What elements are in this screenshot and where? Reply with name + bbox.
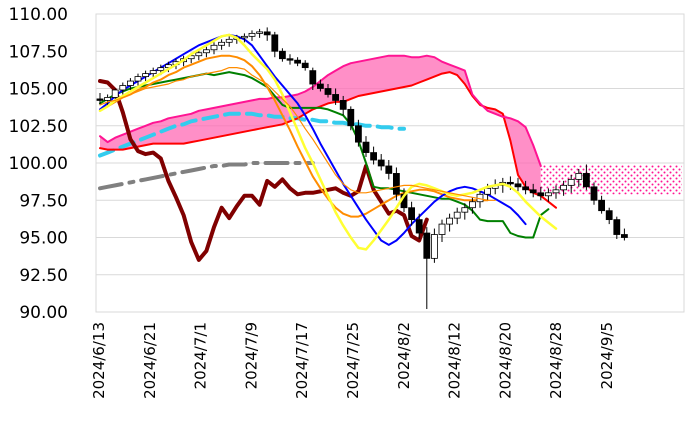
candle-body <box>309 70 317 85</box>
candle-body <box>423 232 431 259</box>
x-tick-label: 2024/7/9 <box>242 322 260 389</box>
candle-body <box>301 62 309 69</box>
candle-body <box>294 59 302 64</box>
y-tick-label: 102.50 <box>9 117 68 137</box>
candle-body <box>446 217 454 225</box>
candle-body <box>583 173 590 188</box>
candle-body <box>484 187 492 195</box>
x-tick-label: 2024/7/25 <box>344 322 362 399</box>
x-tick-label: 2024/8/12 <box>446 322 464 399</box>
candle-body <box>157 67 165 72</box>
candle-body <box>552 189 560 194</box>
candle-body <box>461 207 469 213</box>
candle-body <box>438 223 446 235</box>
candle-body <box>324 88 332 95</box>
indicator-lines-front <box>98 33 558 251</box>
candle-body <box>522 186 529 191</box>
candle-body <box>286 58 294 61</box>
ma-yellow-line <box>98 33 558 251</box>
candle-body <box>256 31 264 34</box>
x-tick-label: 2024/9/5 <box>598 322 616 389</box>
candle-body <box>567 178 575 186</box>
candle-body <box>605 210 613 221</box>
candle-body <box>149 70 157 75</box>
y-tick-label: 107.50 <box>9 42 68 62</box>
x-tick-label: 2024/7/17 <box>293 322 311 399</box>
x-tick-label: 2024/6/21 <box>141 322 159 399</box>
x-tick-label: 2024/7/1 <box>192 322 210 389</box>
y-tick-label: 105.00 <box>9 80 68 100</box>
ma-green-line <box>99 71 550 239</box>
candle-body <box>347 108 355 127</box>
candle-body <box>96 98 104 101</box>
candle-body <box>210 44 218 51</box>
candle-body <box>392 173 400 195</box>
candle-body <box>506 181 514 185</box>
candle-body <box>248 32 256 37</box>
span-b-line <box>99 71 557 209</box>
candle-body <box>529 189 537 194</box>
candle-body <box>560 184 567 191</box>
candle-body <box>385 165 393 174</box>
x-tick-label: 2024/8/28 <box>547 322 565 399</box>
candle-body <box>316 83 324 89</box>
candle-body <box>240 35 248 39</box>
candle-body <box>377 159 385 167</box>
candle-body <box>370 152 378 161</box>
conversion-line <box>99 33 527 246</box>
candle-body <box>332 94 340 101</box>
candle-body <box>514 183 522 188</box>
candle-body <box>430 234 438 259</box>
candle-body <box>575 173 583 180</box>
candle-body <box>195 52 203 57</box>
candle-body <box>218 41 226 46</box>
x-tick-label: 2024/8/20 <box>496 322 514 399</box>
candle-body <box>598 199 605 212</box>
ma-orange-thin-line <box>99 66 496 201</box>
candle-body <box>354 125 362 143</box>
candlesticks <box>96 27 628 310</box>
candle-body <box>621 234 628 238</box>
y-tick-label: 97.50 <box>19 191 68 211</box>
candle-body <box>202 49 210 54</box>
y-tick-label: 110.00 <box>9 5 68 25</box>
candle-body <box>537 192 545 197</box>
candle-body <box>225 38 233 43</box>
candle-body <box>339 100 347 110</box>
candle-body <box>127 80 134 86</box>
candle-body <box>104 97 111 101</box>
candle-body <box>545 192 552 197</box>
candle-body <box>278 50 286 60</box>
y-axis-ticks: 110.00 107.50 105.00 102.50 100.00 97.50 95.00… <box>9 5 68 323</box>
long-ma-gray-line <box>98 161 315 191</box>
indicator-lines-back <box>98 33 557 262</box>
candle-body <box>408 207 416 221</box>
y-tick-label: 100.00 <box>9 154 68 174</box>
candle-body <box>119 85 127 91</box>
y-tick-label: 92.50 <box>19 266 68 286</box>
candle-body <box>590 186 598 201</box>
x-tick-label: 2024/6/13 <box>90 322 108 399</box>
base-line <box>99 54 489 218</box>
candle-body <box>134 76 142 82</box>
long-ma-cyan-line <box>98 111 406 158</box>
y-tick-label: 90.00 <box>19 303 68 323</box>
x-tick-label: 2024/8/2 <box>395 322 413 389</box>
candle-body <box>613 219 621 235</box>
candle-body <box>263 31 271 36</box>
candle-body <box>415 219 423 234</box>
candle-body <box>468 201 476 209</box>
x-axis-ticks: 2024/6/13 2024/6/21 2024/7/1 2024/7/9 2024/7… <box>90 322 616 399</box>
y-tick-label: 95.00 <box>19 229 68 249</box>
candle-body <box>142 73 150 77</box>
candle-body <box>111 89 119 98</box>
candle-body <box>362 141 370 153</box>
candle-body <box>453 211 461 219</box>
candle-body <box>271 34 279 52</box>
